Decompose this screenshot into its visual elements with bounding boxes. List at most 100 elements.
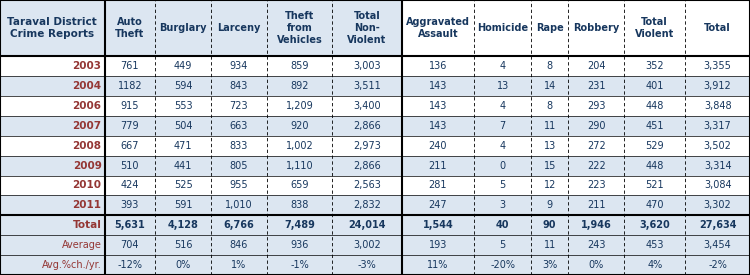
Bar [0, 136, 750, 156]
Text: 12: 12 [544, 180, 556, 191]
Text: 525: 525 [174, 180, 193, 191]
Text: 4%: 4% [647, 260, 662, 270]
Text: 449: 449 [174, 61, 192, 71]
Text: Robbery: Robbery [573, 23, 620, 33]
Text: 0%: 0% [176, 260, 190, 270]
Bar [0, 255, 750, 275]
Text: Theft
from
Vehicles: Theft from Vehicles [277, 12, 322, 45]
Text: Total: Total [73, 220, 101, 230]
Text: 453: 453 [646, 240, 664, 250]
Bar [0, 235, 750, 255]
Text: 240: 240 [429, 141, 447, 151]
Bar [401, 0, 750, 56]
Text: 24,014: 24,014 [348, 220, 386, 230]
Text: 3,400: 3,400 [353, 101, 381, 111]
Text: 0%: 0% [589, 260, 604, 270]
Text: 5,631: 5,631 [115, 220, 146, 230]
Text: Avg.%ch./yr.: Avg.%ch./yr. [42, 260, 101, 270]
Text: -20%: -20% [490, 260, 515, 270]
Text: 859: 859 [290, 61, 309, 71]
Text: 3,511: 3,511 [353, 81, 381, 91]
Bar [0, 56, 750, 76]
Text: 8: 8 [547, 61, 553, 71]
Text: 0: 0 [500, 161, 506, 170]
Text: 281: 281 [429, 180, 447, 191]
Text: 553: 553 [174, 101, 193, 111]
Text: 516: 516 [174, 240, 192, 250]
Text: 247: 247 [429, 200, 447, 210]
Text: 594: 594 [174, 81, 192, 91]
Text: -12%: -12% [118, 260, 142, 270]
Text: 529: 529 [646, 141, 664, 151]
Text: 779: 779 [121, 121, 140, 131]
Text: Total
Violent: Total Violent [635, 17, 674, 39]
Text: 40: 40 [496, 220, 509, 230]
Text: 27,634: 27,634 [699, 220, 736, 230]
Text: 204: 204 [587, 61, 605, 71]
Text: 3,620: 3,620 [639, 220, 670, 230]
Text: 2,973: 2,973 [353, 141, 381, 151]
Text: 11: 11 [544, 240, 556, 250]
Bar [0, 196, 750, 215]
Text: 704: 704 [121, 240, 140, 250]
Text: 3%: 3% [542, 260, 557, 270]
Text: 3,003: 3,003 [353, 61, 381, 71]
Text: 3,314: 3,314 [704, 161, 731, 170]
Text: 3,355: 3,355 [704, 61, 731, 71]
Text: 2007: 2007 [73, 121, 101, 131]
Text: 4: 4 [500, 61, 506, 71]
Text: 5: 5 [500, 240, 506, 250]
Text: 1,110: 1,110 [286, 161, 314, 170]
Text: 1,946: 1,946 [580, 220, 611, 230]
Bar [0, 156, 750, 175]
Text: 90: 90 [543, 220, 556, 230]
Text: 448: 448 [646, 101, 664, 111]
Text: 510: 510 [121, 161, 140, 170]
Text: 934: 934 [230, 61, 248, 71]
Text: 231: 231 [587, 81, 605, 91]
Text: 1,209: 1,209 [286, 101, 314, 111]
Text: 11: 11 [544, 121, 556, 131]
Text: -2%: -2% [708, 260, 727, 270]
Text: 2011: 2011 [73, 200, 101, 210]
Text: 1182: 1182 [118, 81, 142, 91]
Text: 4: 4 [500, 141, 506, 151]
Text: 3,084: 3,084 [704, 180, 731, 191]
Text: 2003: 2003 [73, 61, 101, 71]
Text: Average: Average [62, 240, 101, 250]
Text: 761: 761 [121, 61, 140, 71]
Text: 15: 15 [544, 161, 556, 170]
Text: 1,544: 1,544 [422, 220, 453, 230]
Text: 143: 143 [429, 121, 447, 131]
Text: 1,010: 1,010 [225, 200, 253, 210]
Text: 3: 3 [500, 200, 506, 210]
Text: 2,866: 2,866 [353, 161, 381, 170]
Text: Total
Non-
Violent: Total Non- Violent [347, 12, 387, 45]
Text: 2006: 2006 [73, 101, 101, 111]
Bar [0, 116, 750, 136]
Text: 290: 290 [587, 121, 605, 131]
Text: 9: 9 [547, 200, 553, 210]
Text: 451: 451 [646, 121, 664, 131]
Text: 193: 193 [429, 240, 447, 250]
Text: 591: 591 [174, 200, 192, 210]
Text: -1%: -1% [290, 260, 309, 270]
Text: 843: 843 [230, 81, 248, 91]
Text: 3,317: 3,317 [704, 121, 731, 131]
Text: 833: 833 [230, 141, 248, 151]
Text: 441: 441 [174, 161, 192, 170]
Text: Auto
Theft: Auto Theft [116, 17, 145, 39]
Text: 211: 211 [429, 161, 447, 170]
Text: 838: 838 [290, 200, 309, 210]
Text: 3,912: 3,912 [704, 81, 731, 91]
Text: 7: 7 [500, 121, 506, 131]
Text: 293: 293 [587, 101, 605, 111]
Text: Homicide: Homicide [477, 23, 528, 33]
Text: 2008: 2008 [73, 141, 101, 151]
Text: 2009: 2009 [73, 161, 101, 170]
Text: 8: 8 [547, 101, 553, 111]
Text: 3,302: 3,302 [704, 200, 731, 210]
Text: 222: 222 [586, 161, 605, 170]
Text: 13: 13 [496, 81, 508, 91]
Text: 14: 14 [544, 81, 556, 91]
